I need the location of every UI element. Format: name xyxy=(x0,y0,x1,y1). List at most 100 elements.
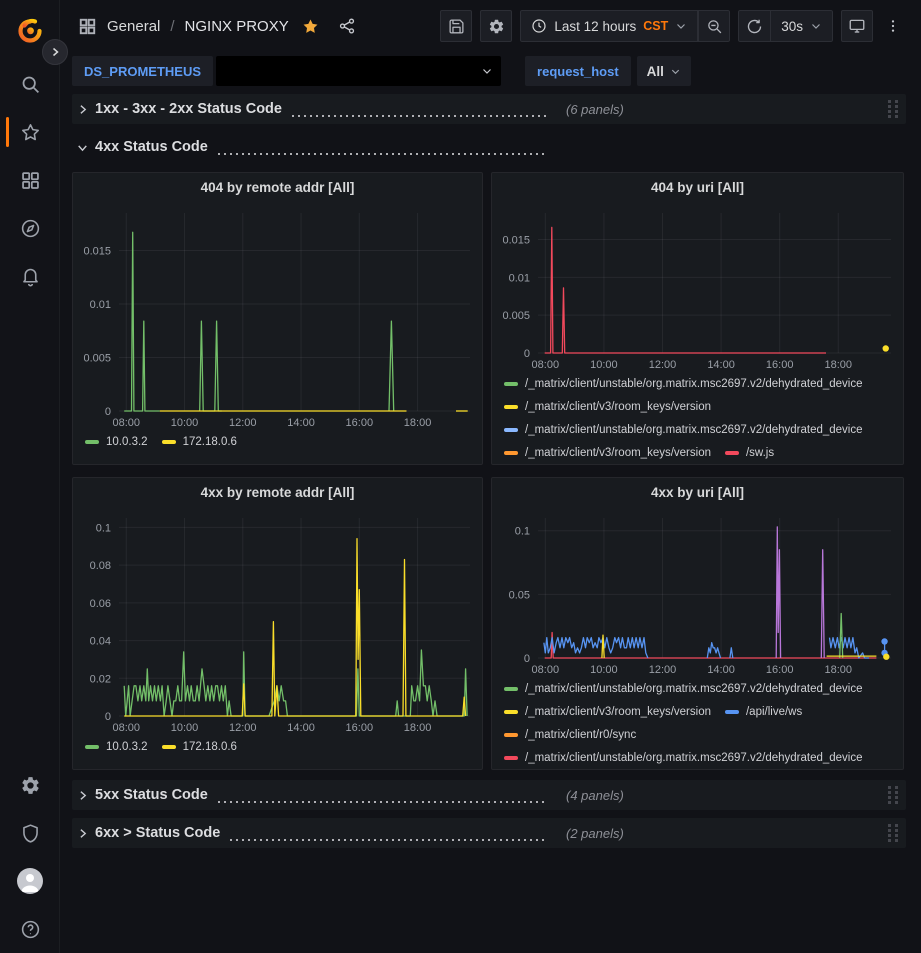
sidebar-item-search[interactable] xyxy=(0,60,60,108)
panel-4xx-by-remote-addr: 4xx by remote addr [All] 08:00 10:00 12:00… xyxy=(72,477,483,770)
timeseries-chart[interactable]: 08:00 10:00 12:00 14:00 16:00 18:00 0 0.05 0.1 xyxy=(492,508,903,678)
y-axis-tick-label: 0.1 xyxy=(515,526,530,538)
refresh-interval-value: 30s xyxy=(781,18,803,34)
variable-select-ds-prometheus[interactable] xyxy=(216,56,502,86)
series-line xyxy=(544,631,877,659)
kebab-menu-icon xyxy=(891,20,895,32)
legend-item[interactable]: 172.18.0.6 xyxy=(161,433,237,450)
sidebar-item-starred[interactable] xyxy=(0,108,60,156)
y-axis-tick-label: 0.02 xyxy=(90,673,111,685)
save-dashboard-button[interactable] xyxy=(440,10,473,42)
legend-item[interactable]: /_matrix/client/v3/room_keys/version xyxy=(504,703,711,720)
share-icon[interactable] xyxy=(338,17,356,35)
breadcrumb: General / NGINX PROXY xyxy=(78,17,356,36)
legend-item[interactable]: /_matrix/client/v3/room_keys/version xyxy=(504,398,711,415)
timeseries-chart[interactable]: 08:00 10:00 12:00 14:00 16:00 18:00 0 0.005 0.01… xyxy=(492,203,903,373)
cycle-view-mode-button[interactable] xyxy=(841,10,873,42)
chevron-right-icon xyxy=(76,827,89,840)
x-axis-tick-label: 18:00 xyxy=(825,664,853,676)
sidebar-item-configuration[interactable] xyxy=(0,761,60,809)
breadcrumb-separator: / xyxy=(170,17,175,35)
x-axis-tick-label: 08:00 xyxy=(113,417,141,429)
x-axis-tick-label: 18:00 xyxy=(404,722,432,734)
x-axis-tick-label: 10:00 xyxy=(590,359,618,371)
sidebar-item-alerting[interactable] xyxy=(0,252,60,300)
legend-label: /api/live/ws xyxy=(745,705,803,718)
legend-item[interactable]: /_matrix/client/r0/sync xyxy=(504,726,636,743)
legend-item[interactable]: /_matrix/client/v3/room_keys/version xyxy=(504,444,711,461)
sidebar-item-explore[interactable] xyxy=(0,204,60,252)
series-color-swatch xyxy=(161,439,176,444)
y-axis-tick-label: 0 xyxy=(105,711,111,723)
series-color-swatch xyxy=(504,686,518,691)
legend-item[interactable]: /api/live/ws xyxy=(724,703,803,720)
time-range-picker[interactable]: Last 12 hours CST xyxy=(520,10,699,42)
row-header-1xx-3xx-2xx[interactable]: 1xx - 3xx - 2xx Status Code (6 panels) xyxy=(72,94,906,124)
sidebar-item-help[interactable] xyxy=(0,905,60,953)
timeseries-chart[interactable]: 08:00 10:00 12:00 14:00 16:00 18:00 0 0.005 0.01… xyxy=(73,203,482,431)
panel-title[interactable]: 404 by remote addr [All] xyxy=(200,180,355,195)
y-axis-tick-label: 0 xyxy=(524,653,530,665)
variable-label-request-host[interactable]: request_host xyxy=(525,56,631,86)
shield-icon xyxy=(22,823,38,843)
legend: /_matrix/client/unstable/org.matrix.msc2… xyxy=(492,373,903,464)
variable-label-ds-prometheus[interactable]: DS_PROMETHEUS xyxy=(72,56,214,86)
grafana-logo[interactable] xyxy=(0,0,60,60)
y-axis-tick-label: 0.015 xyxy=(502,234,530,246)
zoom-out-time-button[interactable] xyxy=(698,10,731,42)
legend-item[interactable]: /_matrix/client/unstable/org.matrix.msc2… xyxy=(504,680,863,697)
sidebar-item-server-admin[interactable] xyxy=(0,809,60,857)
sidebar-item-dashboards[interactable] xyxy=(0,156,60,204)
dashboard-title: NGINX PROXY xyxy=(184,17,289,35)
legend-item[interactable]: /sw.js xyxy=(724,444,774,461)
legend-item[interactable]: 172.18.0.6 xyxy=(161,738,237,755)
y-axis-tick-label: 0.08 xyxy=(90,560,111,572)
person-icon xyxy=(21,874,39,892)
row-drag-handle-icon[interactable] xyxy=(886,822,900,844)
dashboard-settings-button[interactable] xyxy=(480,10,513,42)
refresh-button[interactable] xyxy=(738,10,771,42)
legend-item[interactable]: 10.0.3.2 xyxy=(85,433,148,450)
x-axis-tick-label: 12:00 xyxy=(229,417,257,429)
x-axis-tick-label: 08:00 xyxy=(532,359,560,371)
sidebar-item-profile[interactable] xyxy=(0,857,60,905)
favorite-star-icon[interactable] xyxy=(301,17,320,36)
series-color-swatch xyxy=(504,450,518,455)
panel-4xx-by-uri: 4xx by uri [All] 08:00 10:00 12:00 14:00 16:… xyxy=(491,477,904,770)
legend-item[interactable]: 10.0.3.2 xyxy=(85,738,148,755)
dashboard-canvas: 1xx - 3xx - 2xx Status Code (6 panels) 4… xyxy=(60,90,921,848)
row-drag-handle-icon[interactable] xyxy=(886,98,900,120)
breadcrumb-folder[interactable]: General xyxy=(107,17,161,35)
panel-404-by-uri: 404 by uri [All] 08:00 10:00 12:00 14:00 16:… xyxy=(491,172,904,465)
series-line xyxy=(729,647,734,659)
panel-title[interactable]: 4xx by remote addr [All] xyxy=(200,485,355,500)
sidebar-expand-button[interactable] xyxy=(42,39,68,65)
legend-item[interactable]: /_matrix/client/unstable/org.matrix.msc2… xyxy=(504,375,863,392)
sidebar-spacer xyxy=(0,300,59,761)
legend-label: /_matrix/client/v3/room_keys/version xyxy=(525,446,711,459)
timeseries-chart[interactable]: 08:00 10:00 12:00 14:00 16:00 18:00 0 0.02 0.04 0… xyxy=(73,508,482,736)
y-axis-tick-label: 0.06 xyxy=(90,598,111,610)
more-options-button[interactable] xyxy=(881,10,905,42)
chevron-right-icon xyxy=(76,103,89,116)
refresh-interval-dropdown[interactable]: 30s xyxy=(770,10,833,42)
row-header-5xx[interactable]: 5xx Status Code (4 panels) xyxy=(72,780,906,810)
series-color-swatch xyxy=(504,755,518,760)
dotted-leader xyxy=(289,115,548,117)
variable-select-request-host[interactable]: All xyxy=(636,56,691,86)
row-header-4xx[interactable]: 4xx Status Code xyxy=(72,134,906,160)
series-line xyxy=(775,526,782,659)
timezone-label: CST xyxy=(643,19,669,33)
x-axis-tick-label: 16:00 xyxy=(346,722,374,734)
compass-icon xyxy=(21,219,39,237)
row-header-6xx[interactable]: 6xx > Status Code (2 panels) xyxy=(72,818,906,848)
series-color-swatch xyxy=(161,744,176,749)
star-icon xyxy=(21,123,39,140)
row-drag-handle-icon[interactable] xyxy=(886,784,900,806)
panel-title[interactable]: 404 by uri [All] xyxy=(650,180,745,195)
legend-item[interactable]: /_matrix/client/unstable/org.matrix.msc2… xyxy=(504,749,863,766)
panel-title[interactable]: 4xx by uri [All] xyxy=(650,485,745,500)
y-axis-tick-label: 0.01 xyxy=(509,272,530,284)
dashboard-header: General / NGINX PROXY xyxy=(60,0,921,52)
legend-item[interactable]: /_matrix/client/unstable/org.matrix.msc2… xyxy=(504,421,863,438)
